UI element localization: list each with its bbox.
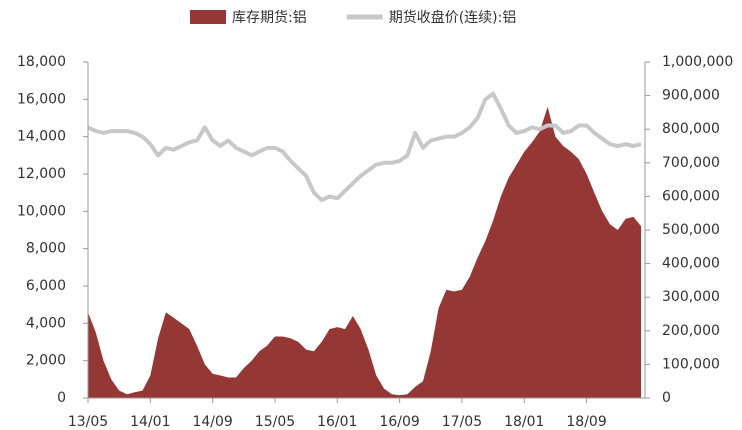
line xyxy=(87,91,642,203)
y2-tick-label: 700,000 xyxy=(662,155,720,171)
x-tick-label: 14/01 xyxy=(130,414,170,430)
legend-label: 库存期货:铝 xyxy=(232,9,307,26)
y-tick-label: 12,000 xyxy=(17,166,66,182)
y2-tick-label: 0 xyxy=(662,390,671,406)
y-tick-label: 14,000 xyxy=(17,129,66,145)
y-tick-label: 2,000 xyxy=(26,353,66,369)
y-tick-label: 6,000 xyxy=(26,278,66,294)
y2-tick-label: 1,000,000 xyxy=(662,54,733,70)
y-tick-label: 18,000 xyxy=(17,54,66,70)
y2-tick-label: 400,000 xyxy=(662,256,720,272)
x-tick-label: 15/05 xyxy=(255,414,295,430)
y2-tick-label: 100,000 xyxy=(662,356,720,372)
y2-tick-label: 500,000 xyxy=(662,222,720,238)
legend-label: 期货收盘价(连续):铝 xyxy=(389,9,517,26)
x-tick-label: 13/05 xyxy=(68,414,108,430)
x-tick-label: 18/01 xyxy=(504,414,544,430)
y2-tick-label: 800,000 xyxy=(662,121,720,137)
y-tick-label: 0 xyxy=(57,390,66,406)
x-tick-label: 18/09 xyxy=(566,414,606,430)
y2-tick-label: 200,000 xyxy=(662,323,720,339)
x-tick-label: 14/09 xyxy=(192,414,232,430)
y-tick-label: 8,000 xyxy=(26,241,66,257)
x-tick-label: 16/09 xyxy=(379,414,419,430)
legend-swatch xyxy=(190,10,226,24)
y2-tick-label: 900,000 xyxy=(662,88,720,104)
y-tick-label: 16,000 xyxy=(17,91,66,107)
y-tick-label: 10,000 xyxy=(17,203,66,219)
y-tick-label: 4,000 xyxy=(26,315,66,331)
x-tick-label: 17/05 xyxy=(442,414,482,430)
area xyxy=(88,106,642,399)
x-tick-label: 16/01 xyxy=(317,414,357,430)
y2-tick-label: 600,000 xyxy=(662,188,720,204)
y2-tick-label: 300,000 xyxy=(662,289,720,305)
